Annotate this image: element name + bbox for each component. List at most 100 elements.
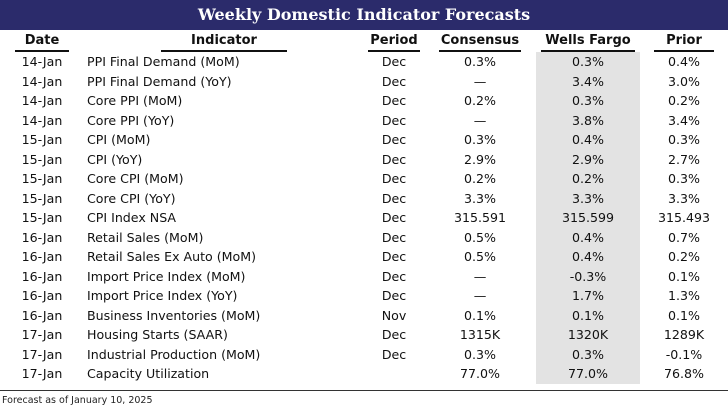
cell-indicator: Core CPI (YoY) [87,190,176,206]
table-row: 16-Jan Retail Sales Ex Auto (MoM) Dec 0.5% 0… [0,247,728,267]
column-header-consensus: Consensus [424,33,536,52]
table-row: 17-Jan Housing Starts (SAAR) Dec 1315K 1320K… [0,325,728,345]
footnote: Forecast as of January 10, 2025 [2,395,153,406]
cell-consensus: 0.3% [464,346,496,362]
cell-prior: 0.4% [668,54,700,69]
cell-consensus: 1315K [459,327,501,342]
cell-indicator: Retail Sales Ex Auto (MoM) [87,249,257,264]
cell-wells-fargo: 3.8% [536,110,640,130]
cell-date: 16-Jan [21,249,63,264]
cell-indicator: CPI Index NSA [87,210,177,225]
table-row: 16-Jan Business Inventories (MoM) Nov 0.1% 0… [0,305,728,325]
cell-wells-fargo: 0.3% [536,344,640,364]
forecast-table: Date Indicator Period Consensus Wells Fa… [0,33,728,384]
cell-consensus: 77.0% [459,366,500,381]
cell-consensus: 3.3% [464,190,496,206]
cell-consensus: — [473,73,487,89]
table-row: 17-Jan Capacity Utilization 77.0% 77.0% 76.8… [0,364,728,384]
cell-prior: 1.3% [668,288,700,303]
cell-date: 14-Jan [21,112,63,128]
table-row: 14-Jan Core PPI (MoM) Dec 0.2% 0.3% 0.2% [0,91,728,111]
cell-indicator: Core CPI (MoM) [87,171,184,186]
cell-indicator: Capacity Utilization [87,366,210,381]
cell-prior: 0.3% [668,132,700,147]
table-row: 14-Jan PPI Final Demand (MoM) Dec 0.3% 0.3% 0… [0,52,728,72]
cell-wells-fargo: 0.2% [536,169,640,189]
cell-prior: 315.493 [657,210,711,225]
table-row: 15-Jan Core CPI (MoM) Dec 0.2% 0.2% 0.3% [0,169,728,189]
cell-indicator: Industrial Production (MoM) [87,346,261,362]
cell-period: Dec [381,73,407,89]
column-header-date: Date [0,33,84,52]
cell-wells-fargo: 1320K [536,325,640,345]
table-row: 16-Jan Import Price Index (YoY) Dec — 1.7% 1.… [0,286,728,306]
cell-consensus: — [473,268,487,284]
cell-period: Dec [381,327,407,342]
cell-period: Dec [381,268,407,284]
cell-wells-fargo: 0.3% [536,91,640,111]
table-row: 15-Jan CPI (MoM) Dec 0.3% 0.4% 0.3% [0,130,728,150]
cell-indicator: Import Price Index (YoY) [87,288,238,303]
cell-wells-fargo: 1.7% [536,286,640,306]
cell-prior: 3.0% [668,73,700,89]
cell-period: Dec [381,132,407,147]
cell-period: Dec [381,93,407,108]
cell-period: Dec [381,229,407,245]
cell-consensus: 2.9% [464,151,496,167]
cell-date: 14-Jan [21,93,63,108]
cell-consensus: — [473,112,487,128]
table-row: 16-Jan Retail Sales (MoM) Dec 0.5% 0.4% 0.7% [0,227,728,247]
cell-wells-fargo: 3.3% [536,188,640,208]
cell-indicator: Retail Sales (MoM) [87,229,204,245]
cell-consensus: 0.5% [464,249,496,264]
page-title: Weekly Domestic Indicator Forecasts [0,0,728,30]
cell-date: 15-Jan [21,151,63,167]
cell-prior: 0.7% [668,229,700,245]
cell-wells-fargo: 0.4% [536,227,640,247]
cell-indicator: CPI (MoM) [87,132,151,147]
table-row: 15-Jan CPI Index NSA Dec 315.591 315.599 315.… [0,208,728,228]
cell-date: 16-Jan [21,288,63,303]
column-header-period: Period [364,33,424,52]
cell-prior: 0.1% [668,307,700,323]
cell-wells-fargo: 315.599 [536,208,640,228]
cell-wells-fargo: 0.4% [536,130,640,150]
cell-prior: 0.1% [668,268,700,284]
cell-date: 16-Jan [21,268,63,284]
column-header-wells-fargo: Wells Fargo [536,33,640,52]
table-body: 14-Jan PPI Final Demand (MoM) Dec 0.3% 0.3% 0… [0,52,728,384]
cell-indicator: PPI Final Demand (YoY) [87,73,232,89]
cell-date: 17-Jan [21,346,63,362]
cell-period: Dec [381,346,407,362]
cell-prior: 1289K [663,327,705,342]
cell-consensus: — [473,288,487,303]
cell-period: Dec [381,54,407,69]
cell-period: Dec [381,151,407,167]
cell-indicator: Core PPI (MoM) [87,93,183,108]
cell-date: 17-Jan [21,327,63,342]
table-row: 17-Jan Industrial Production (MoM) Dec 0.3%… [0,344,728,364]
cell-period: Dec [381,210,407,225]
column-header-prior: Prior [640,33,728,52]
cell-date: 15-Jan [21,190,63,206]
cell-prior: 0.3% [668,171,700,186]
cell-date: 15-Jan [21,210,63,225]
cell-consensus: 0.2% [464,93,496,108]
cell-period: Dec [381,171,407,186]
cell-consensus: 315.591 [453,210,507,225]
table-row: 14-Jan PPI Final Demand (YoY) Dec — 3.4% 3.0% [0,71,728,91]
cell-period: Dec [381,288,407,303]
cell-indicator: Core PPI (YoY) [87,112,175,128]
cell-period: Nov [381,307,407,323]
cell-indicator: Housing Starts (SAAR) [87,327,228,342]
header-row: Date Indicator Period Consensus Wells Fa… [0,33,728,52]
cell-date: 16-Jan [21,229,63,245]
cell-date: 14-Jan [21,54,63,69]
cell-date: 14-Jan [21,73,63,89]
cell-consensus: 0.1% [464,307,496,323]
cell-date: 17-Jan [21,366,63,381]
table-row: 15-Jan Core CPI (YoY) Dec 3.3% 3.3% 3.3% [0,188,728,208]
cell-wells-fargo: 3.4% [536,71,640,91]
table-row: 15-Jan CPI (YoY) Dec 2.9% 2.9% 2.7% [0,149,728,169]
footer-divider [0,390,728,391]
